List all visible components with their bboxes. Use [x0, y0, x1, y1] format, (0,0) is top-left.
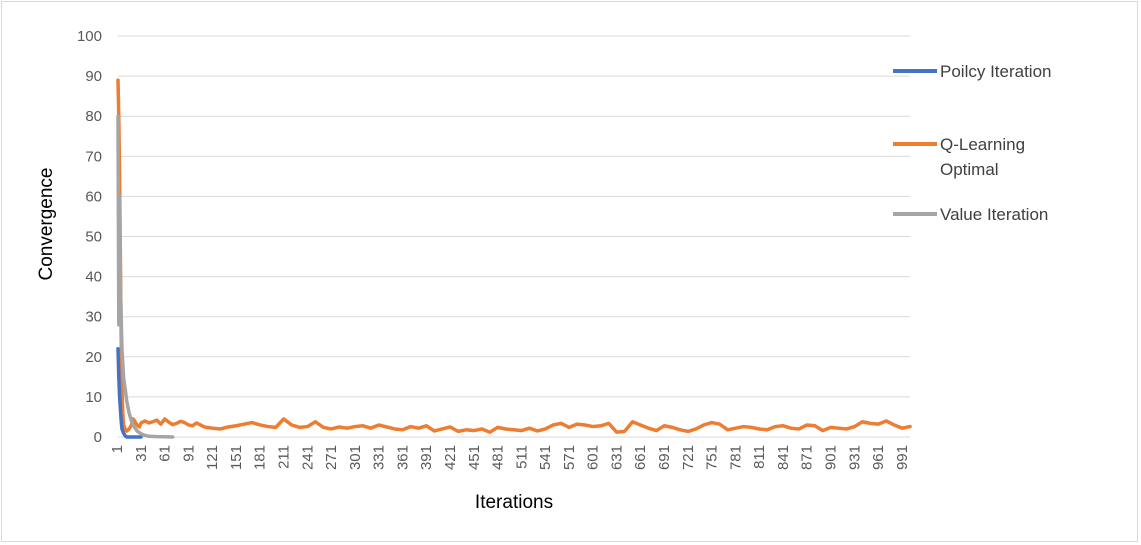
x-tick-label: 541 — [537, 445, 554, 470]
legend-label: Q-Learning — [940, 135, 1025, 154]
y-tick-label: 50 — [85, 229, 102, 246]
y-tick-label: 30 — [85, 309, 102, 326]
x-tick-label: 421 — [442, 445, 459, 470]
legend-label: Value Iteration — [940, 205, 1048, 224]
series-line — [116, 114, 175, 439]
x-tick-label: 301 — [347, 445, 364, 470]
y-tick-label: 20 — [85, 349, 102, 366]
series-line — [116, 78, 912, 434]
y-tick-label: 70 — [85, 148, 102, 165]
y-tick-label: 80 — [85, 108, 102, 125]
y-tick-label: 10 — [85, 389, 102, 406]
x-tick-label: 901 — [823, 445, 840, 470]
x-tick-label: 1 — [109, 445, 126, 453]
x-tick-label: 211 — [275, 445, 292, 469]
x-tick-label: 391 — [418, 445, 435, 470]
x-tick-label: 721 — [680, 445, 697, 470]
x-tick-label: 451 — [466, 445, 483, 470]
legend: Poilcy Iteration Q-Learning Optimal Value I… — [893, 62, 1052, 224]
x-tick-label: 871 — [799, 445, 816, 470]
x-axis-title: Iterations — [475, 492, 553, 513]
x-tick-label: 751 — [704, 445, 721, 470]
x-tick-label: 511 — [513, 445, 530, 469]
series-lines — [116, 78, 912, 439]
x-tick-label: 631 — [608, 445, 625, 470]
x-tick-label: 781 — [727, 445, 744, 470]
x-tick-label: 811 — [751, 445, 768, 469]
x-tick-label: 121 — [204, 445, 221, 470]
x-tick-label: 241 — [299, 445, 316, 470]
legend-label: Poilcy Iteration — [940, 62, 1052, 81]
y-tick-label: 40 — [85, 269, 102, 286]
series-line — [116, 347, 143, 439]
legend-label: Optimal — [940, 160, 999, 179]
x-tick-label: 91 — [180, 445, 197, 462]
y-tick-label: 90 — [85, 68, 102, 85]
x-tick-label: 481 — [490, 445, 507, 470]
x-tick-label: 331 — [371, 445, 388, 470]
y-axis-title: Convergence — [36, 167, 57, 280]
x-tick-label: 661 — [632, 445, 649, 470]
x-tick-label: 361 — [394, 445, 411, 470]
x-tick-label: 61 — [157, 445, 174, 462]
x-tick-label: 31 — [133, 445, 150, 462]
x-tick-label: 271 — [323, 445, 340, 470]
x-tick-label: 991 — [894, 445, 911, 470]
x-tick-label: 601 — [585, 445, 602, 470]
x-tick-label: 931 — [846, 445, 863, 470]
x-tick-label: 571 — [561, 445, 578, 470]
y-tick-label: 100 — [77, 28, 102, 45]
x-tick-label: 691 — [656, 445, 673, 470]
y-axis-ticks: 0 10 20 30 40 50 60 70 80 90 100 — [77, 28, 102, 446]
y-tick-label: 0 — [94, 429, 102, 446]
x-tick-label: 181 — [252, 445, 269, 470]
gridlines — [118, 35, 910, 398]
y-tick-label: 60 — [85, 188, 102, 205]
x-axis-ticks: 1 31 61 91 121 151 181 211 241 271 301 331 361 391 421… — [109, 445, 911, 470]
x-tick-label: 151 — [228, 445, 245, 470]
x-tick-label: 961 — [870, 445, 887, 470]
x-tick-label: 841 — [775, 445, 792, 470]
